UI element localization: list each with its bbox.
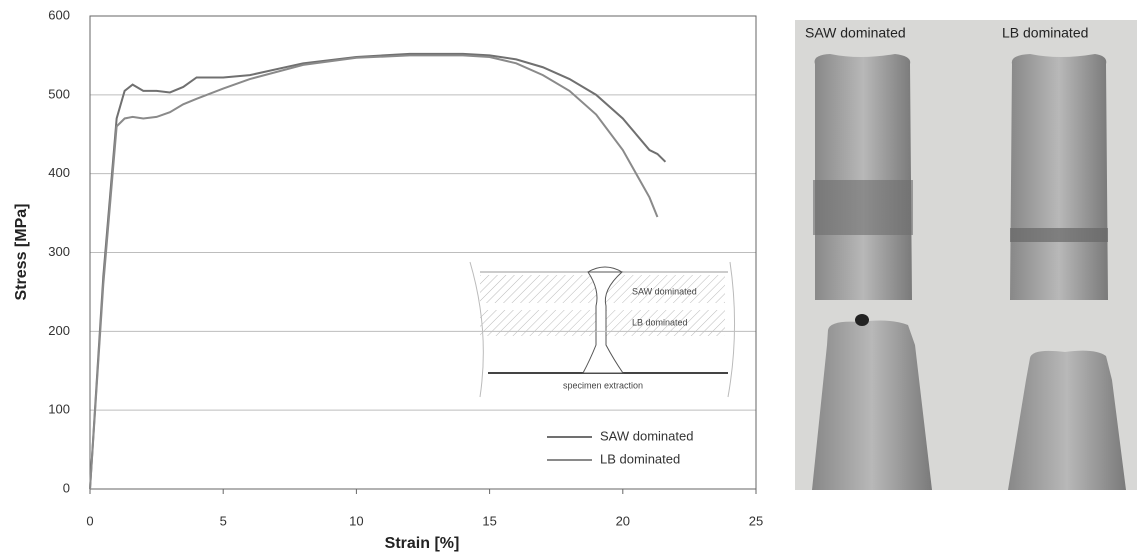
inset-label: SAW dominated <box>632 286 697 296</box>
y-axis-title: Stress [MPa] <box>13 204 30 301</box>
legend-label: LB dominated <box>600 451 680 466</box>
x-tick-label: 25 <box>749 513 763 528</box>
x-tick-label: 5 <box>220 513 227 528</box>
y-tick-label: 0 <box>63 480 70 495</box>
specimen-mark <box>855 314 869 326</box>
specimen <box>1008 350 1126 490</box>
x-tick-label: 0 <box>86 513 93 528</box>
y-tick-label: 500 <box>48 86 70 101</box>
series-line <box>89 52 667 490</box>
specimen-zone <box>813 180 913 235</box>
x-tick-label: 15 <box>482 513 496 528</box>
x-tick-label: 10 <box>349 513 363 528</box>
y-tick-label: 600 <box>48 7 70 22</box>
plot-frame <box>89 15 757 490</box>
x-axis-title: Strain [%] <box>385 535 460 552</box>
inset-label: LB dominated <box>632 317 688 327</box>
inset-label: specimen extraction <box>563 380 643 390</box>
photo-label: LB dominated <box>1002 25 1088 41</box>
inset-diagram: SAW dominated LB dominated specimen extr… <box>469 261 736 398</box>
series-line <box>89 54 659 490</box>
y-tick-label: 200 <box>48 323 70 338</box>
photo-label: SAW dominated <box>805 25 906 41</box>
inset-break <box>469 261 736 398</box>
inset-weld <box>582 271 624 374</box>
y-tick-label: 300 <box>48 244 70 259</box>
y-tick-label: 400 <box>48 165 70 180</box>
specimen-photo: SAW dominated LB dominated <box>795 20 1137 490</box>
inset-weld <box>587 266 623 273</box>
specimen <box>812 320 932 490</box>
specimen <box>814 54 912 300</box>
x-tick-label: 20 <box>616 513 630 528</box>
specimen-zone <box>1010 228 1108 242</box>
legend-label: SAW dominated <box>600 428 693 443</box>
y-tick-label: 100 <box>48 402 70 417</box>
specimen <box>1010 54 1108 300</box>
